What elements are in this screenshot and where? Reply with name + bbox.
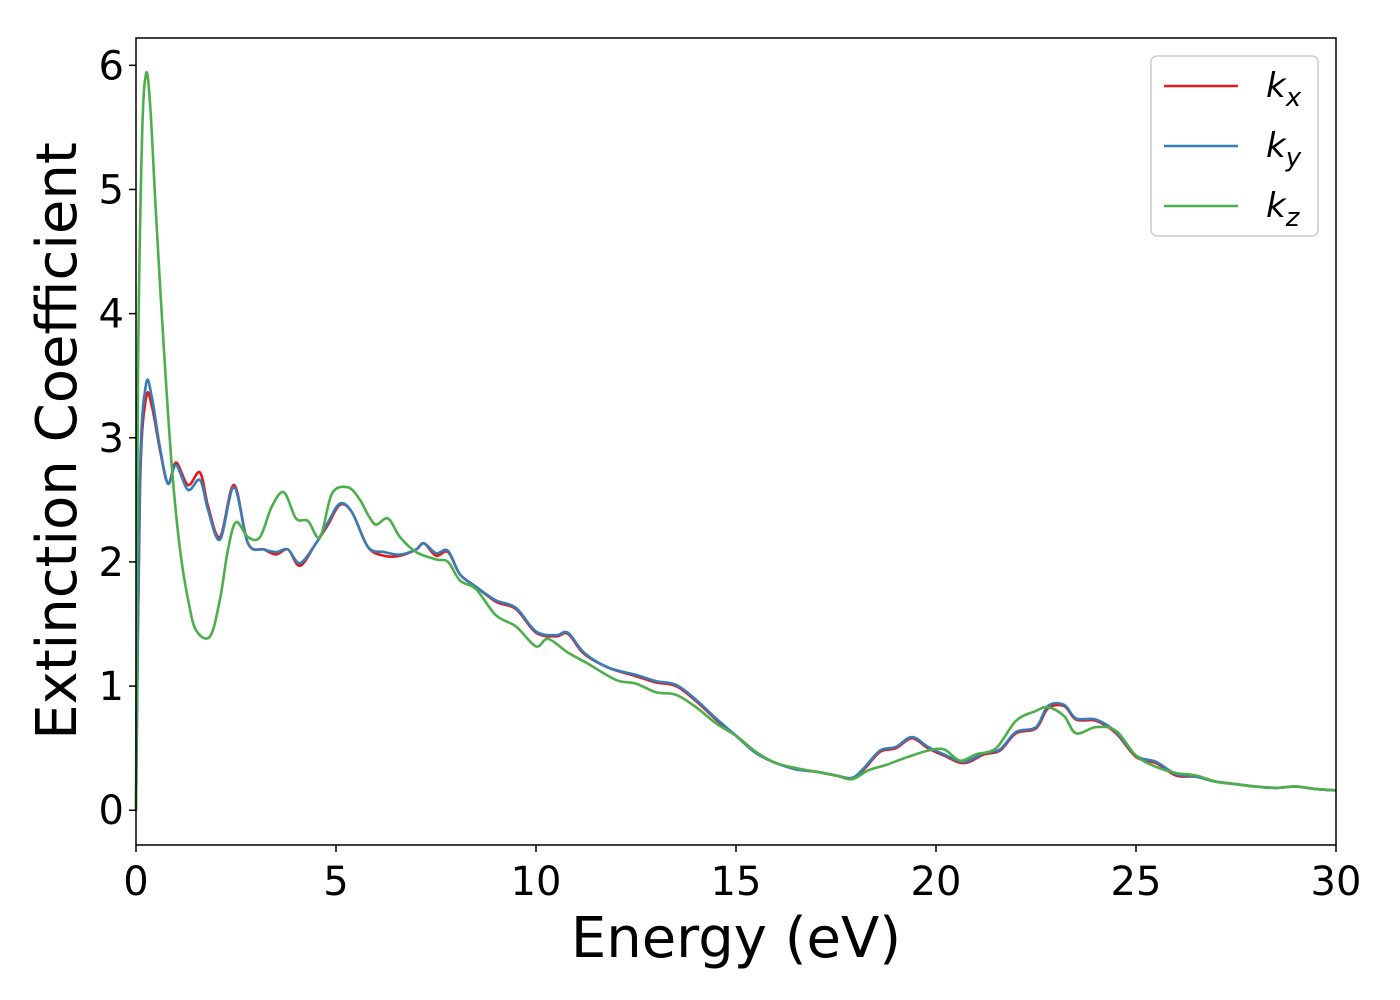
series-line-ky bbox=[134, 378, 1337, 811]
legend-label-kx: kx bbox=[1266, 66, 1302, 113]
legend-label-kz: kz bbox=[1266, 186, 1301, 233]
legend-items: kx ky kz bbox=[1164, 66, 1302, 233]
y-tick-label: 6 bbox=[99, 43, 124, 89]
x-tick-label: 15 bbox=[711, 859, 762, 905]
legend: kx ky kz bbox=[1150, 55, 1319, 237]
series-layer bbox=[134, 71, 1337, 811]
series-line-kz bbox=[134, 71, 1337, 811]
y-tick-label: 4 bbox=[99, 292, 124, 338]
x-tick-label: 0 bbox=[123, 859, 148, 905]
y-tick-label: 0 bbox=[99, 788, 124, 834]
x-tick-label: 30 bbox=[1311, 859, 1362, 905]
y-axis-label: Extinction Coefficient bbox=[25, 142, 90, 740]
x-tick-label: 5 bbox=[323, 859, 348, 905]
y-tick-label: 5 bbox=[99, 167, 124, 213]
series-line-kx bbox=[134, 391, 1337, 811]
x-axis-ticks: 0 5 10 15 20 25 30 bbox=[123, 845, 1361, 905]
x-tick-label: 10 bbox=[511, 859, 562, 905]
y-axis-ticks: 0 1 2 3 4 5 6 bbox=[99, 43, 136, 834]
x-tick-label: 20 bbox=[911, 859, 962, 905]
x-axis-label: Energy (eV) bbox=[571, 906, 901, 971]
x-tick-label: 25 bbox=[1111, 859, 1162, 905]
y-tick-label: 2 bbox=[99, 540, 124, 586]
legend-label-ky: ky bbox=[1266, 126, 1302, 173]
y-tick-label: 3 bbox=[99, 416, 124, 462]
y-tick-label: 1 bbox=[99, 664, 124, 710]
